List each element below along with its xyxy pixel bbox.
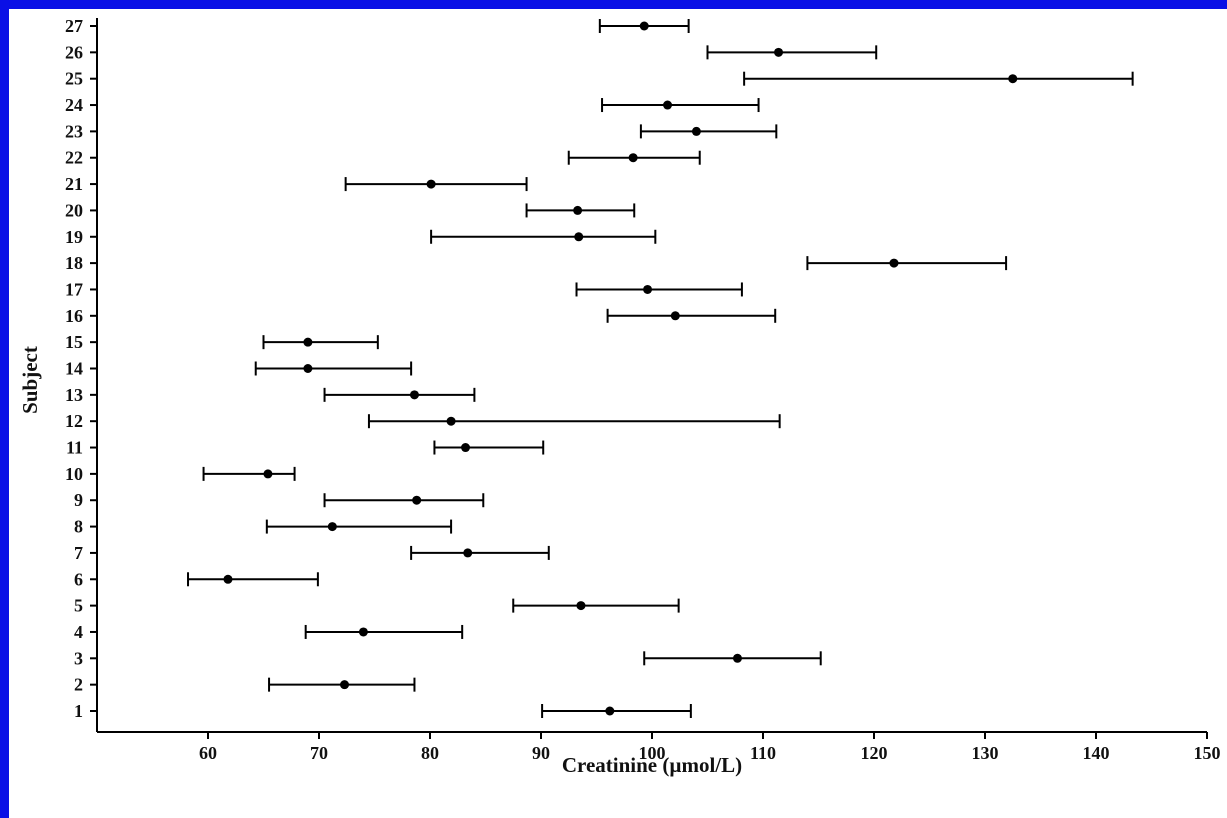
subject-23-interval <box>639 124 778 139</box>
y-tick-label: 23 <box>65 121 83 141</box>
y-tick-label: 3 <box>74 648 83 668</box>
subject-1-interval <box>541 704 692 718</box>
x-tick-label: 60 <box>199 743 217 763</box>
chart-panel <box>9 9 1227 818</box>
y-tick-label: 27 <box>65 16 83 36</box>
subject-4-interval <box>304 624 464 639</box>
mean-point <box>889 258 899 268</box>
mean-point <box>223 574 233 584</box>
y-tick-label: 22 <box>65 148 83 168</box>
subject-11-interval <box>433 440 545 455</box>
x-tick-label: 80 <box>421 743 439 763</box>
subject-5-interval <box>512 598 680 613</box>
mean-point <box>643 284 653 294</box>
x-tick-label: 140 <box>1083 743 1110 763</box>
mean-point <box>774 47 784 57</box>
y-tick-label: 21 <box>65 174 83 194</box>
mean-point <box>426 179 436 189</box>
subject-16-interval <box>606 308 777 323</box>
y-axis-title: Subject <box>18 346 42 414</box>
y-tick-label: 10 <box>65 464 83 484</box>
subject-14-interval <box>254 361 413 376</box>
x-tick-label: 150 <box>1194 743 1221 763</box>
y-tick-label: 20 <box>65 200 83 220</box>
mean-point <box>463 548 473 558</box>
mean-point <box>1008 74 1018 84</box>
x-tick-label: 90 <box>532 743 550 763</box>
axes: 60 70 80 90 100 110 120 130 140 15012345678910111… <box>65 16 1221 763</box>
mean-point <box>461 443 471 453</box>
y-tick-label: 18 <box>65 253 83 273</box>
y-tick-label: 16 <box>65 306 83 326</box>
mean-point <box>691 126 701 136</box>
y-tick-label: 1 <box>74 701 83 721</box>
subject-10-interval <box>202 466 296 481</box>
mean-point <box>574 232 584 242</box>
y-tick-label: 8 <box>74 517 83 537</box>
mean-point <box>605 706 615 716</box>
mean-point <box>576 601 586 611</box>
subject-17-interval <box>575 282 743 297</box>
x-tick-label: 110 <box>750 743 776 763</box>
y-tick-label: 12 <box>65 411 83 431</box>
subject-15-interval <box>262 335 379 350</box>
mean-point <box>327 522 337 532</box>
subject-26-interval <box>706 45 878 60</box>
x-tick-label: 120 <box>861 743 888 763</box>
y-tick-label: 25 <box>65 69 83 89</box>
subject-8-interval <box>265 519 453 534</box>
mean-point <box>303 337 313 347</box>
mean-point <box>663 100 673 110</box>
subject-9-interval <box>323 493 485 508</box>
subject-12-interval <box>367 414 781 429</box>
subject-19-interval <box>430 229 657 244</box>
y-tick-label: 24 <box>65 95 83 115</box>
y-tick-label: 11 <box>66 438 83 458</box>
subject-25-interval <box>743 71 1134 86</box>
mean-point <box>358 627 368 637</box>
mean-point <box>412 495 422 505</box>
subject-20-interval <box>525 203 636 218</box>
y-tick-label: 9 <box>74 490 83 510</box>
subject-7-interval <box>410 545 550 560</box>
y-tick-label: 13 <box>65 385 83 405</box>
y-tick-label: 15 <box>65 332 83 352</box>
x-tick-label: 70 <box>310 743 328 763</box>
subject-27-interval <box>598 19 690 33</box>
subject-6-interval <box>187 572 319 587</box>
subject-2-interval <box>268 677 416 692</box>
y-tick-label: 4 <box>74 622 83 642</box>
subject-21-interval <box>344 177 528 192</box>
mean-point <box>732 653 742 663</box>
y-tick-label: 5 <box>74 596 83 616</box>
mean-point <box>263 469 273 479</box>
y-tick-label: 2 <box>74 675 83 695</box>
mean-point <box>573 205 583 215</box>
mean-point <box>340 680 350 690</box>
subject-3-interval <box>643 651 822 666</box>
mean-point <box>639 21 649 31</box>
subject-18-interval <box>806 256 1008 271</box>
mean-point <box>628 153 638 163</box>
y-tick-label: 14 <box>65 359 83 379</box>
x-tick-label: 100 <box>639 743 666 763</box>
y-tick-label: 26 <box>65 42 83 62</box>
subject-13-interval <box>323 387 476 402</box>
x-tick-label: 130 <box>972 743 999 763</box>
y-tick-label: 6 <box>74 569 83 589</box>
y-tick-label: 7 <box>74 543 83 563</box>
x-axis-title: Creatinine (µmol/L) <box>562 753 742 777</box>
y-tick-label: 17 <box>65 279 83 299</box>
mean-point <box>409 390 419 400</box>
y-tick-label: 19 <box>65 227 83 247</box>
subject-22-interval <box>567 150 701 165</box>
chart-marks <box>187 19 1134 718</box>
mean-point <box>670 311 680 321</box>
subject-24-interval <box>601 98 760 113</box>
mean-point <box>446 416 456 426</box>
mean-point <box>303 364 313 373</box>
